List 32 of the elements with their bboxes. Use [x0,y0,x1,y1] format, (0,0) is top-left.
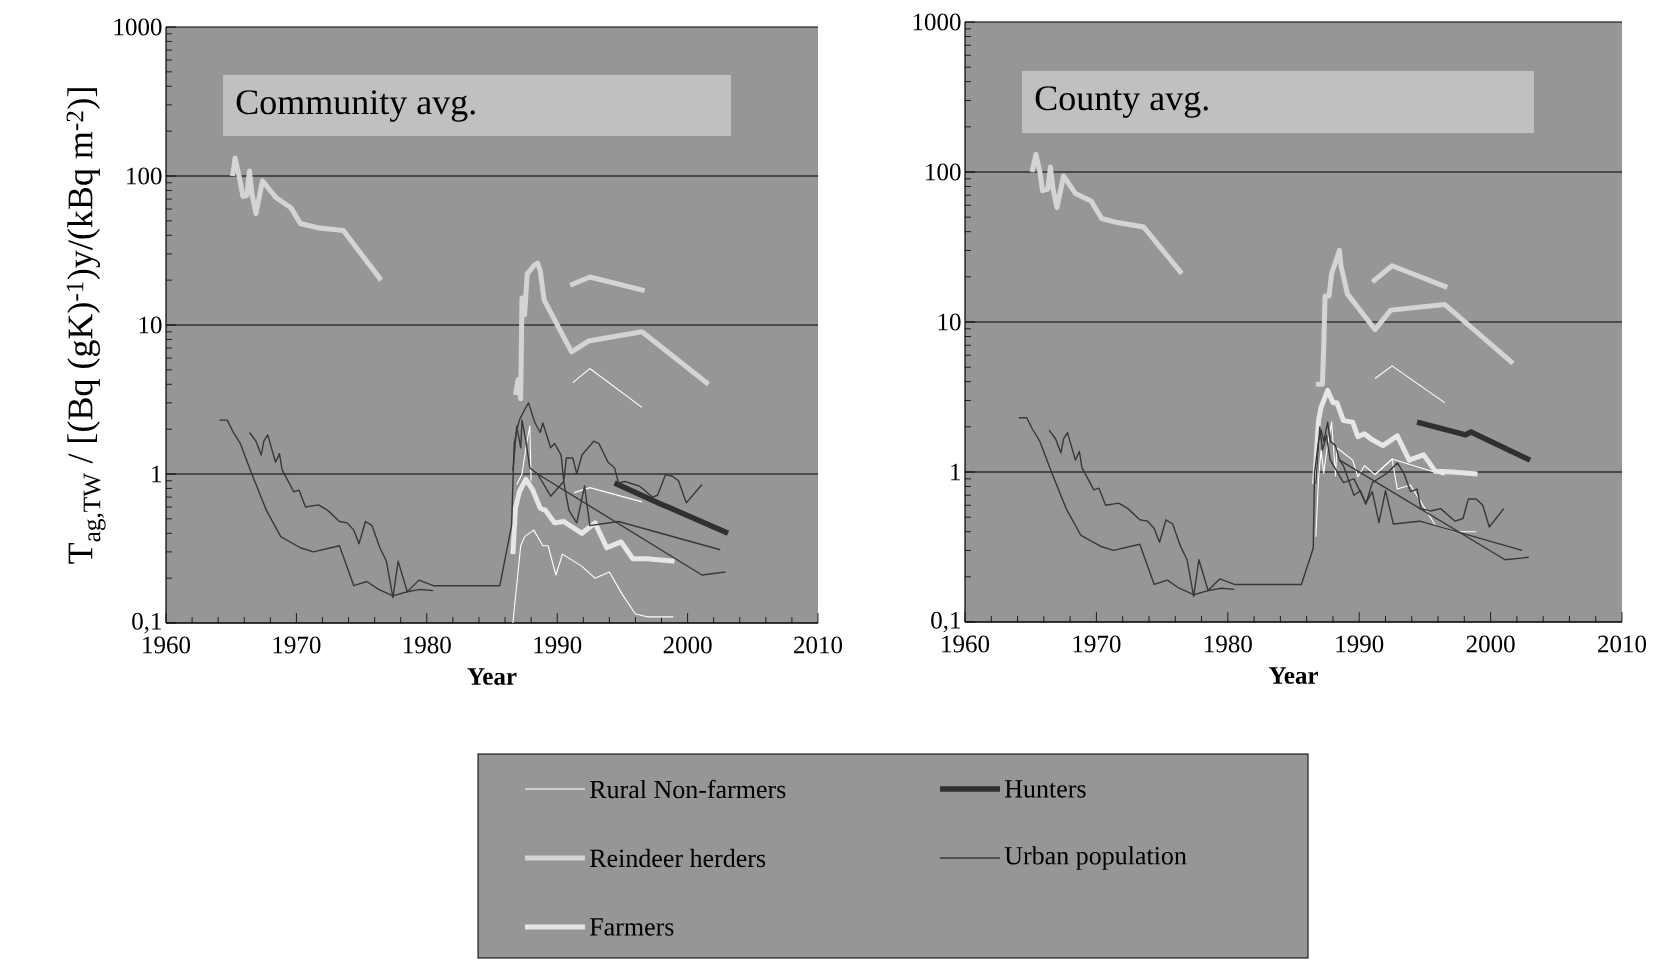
y-tick-label: 100 [926,163,961,181]
x-tick-label: 2000 [663,636,712,654]
legend-label: Hunters [1004,780,1086,798]
y-tick-label: 1000 [913,13,961,31]
x-tick-label: 1970 [1073,635,1121,653]
x-tick-label: 1980 [1205,635,1252,653]
x-axis-title: Year [1268,667,1318,684]
y-axis-title: T$_{ag,TW}$ / [(Bq (gK)$^{-1}$)y/(kBq m$^{-2}$)] [66,88,106,564]
x-tick-label: 1970 [273,636,321,654]
x-tick-label: 1980 [404,636,451,654]
legend-label: Farmers [589,918,674,936]
x-tick-label: 1960 [143,636,191,654]
text: County avg. [1035,86,1208,118]
x-tick-label: 2000 [1466,635,1515,653]
y-tick-label: 0,1 [931,611,960,633]
y-tick-label: 1000 [114,18,162,36]
y-tick-label: 100 [127,167,162,185]
y-tick-label: 10 [938,313,961,331]
legend-label: Rural Non-farmers [589,779,786,799]
legend-label: Urban population [1004,846,1187,870]
y-tick-label: 10 [139,316,162,334]
x-tick-label: 1990 [534,636,582,654]
text: Community avg. [236,90,475,122]
x-tick-label: 2010 [794,636,843,654]
x-tick-label: 1990 [1336,635,1384,653]
x-tick-label: 2010 [1598,635,1647,653]
legend-label: Reindeer herders [589,848,766,868]
y-tick-label: 1 [152,465,161,483]
y-tick-label: 0,1 [132,612,161,634]
y-tick-label: 1 [951,463,960,481]
x-axis-title: Year [467,668,517,685]
x-tick-label: 1960 [942,635,990,653]
